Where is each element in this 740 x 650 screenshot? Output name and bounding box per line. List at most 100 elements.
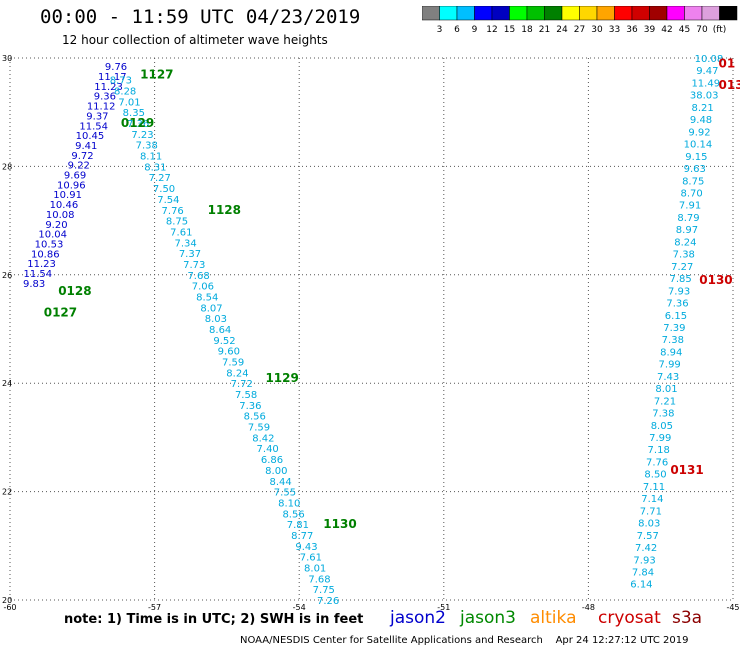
y-tick-label: 20 xyxy=(2,596,12,605)
wave-height-label: 8.10 xyxy=(278,498,300,509)
color-scale-label: 9 xyxy=(472,25,478,35)
wave-height-label: 8.03 xyxy=(205,314,227,325)
x-tick-label: -57 xyxy=(148,603,161,612)
wave-height-label: 10.04 xyxy=(38,230,67,241)
wave-height-label: 11.23 xyxy=(27,259,56,270)
wave-height-label: 7.39 xyxy=(663,323,685,334)
wave-height-label: 8.01 xyxy=(304,563,326,574)
wave-height-label: 11.23 xyxy=(94,82,123,93)
wave-height-label: 8.21 xyxy=(691,103,713,114)
color-scale-label: 21 xyxy=(539,25,550,35)
wave-height-label: 10.45 xyxy=(76,131,105,142)
wave-height-label: 9.20 xyxy=(45,220,67,231)
wave-height-label: 7.68 xyxy=(187,271,209,282)
satellite-legend-jason2: jason2 xyxy=(390,608,446,628)
wave-height-label: 8.24 xyxy=(674,237,696,248)
wave-height-label: 9.76 xyxy=(105,62,127,73)
wave-height-label: 7.55 xyxy=(274,488,296,499)
wave-height-label: 6.14 xyxy=(630,580,652,591)
wave-height-label: 8.28 xyxy=(114,87,136,98)
color-scale-label: 30 xyxy=(591,25,603,35)
wave-height-label: 7.26 xyxy=(317,596,339,607)
wave-height-label: 7.61 xyxy=(170,227,192,238)
wave-height-label: 7.99 xyxy=(659,360,681,371)
wave-height-label: 10.08 xyxy=(695,54,724,65)
track-label: 0130 xyxy=(699,273,732,287)
color-scale-label: 18 xyxy=(521,25,533,35)
wave-height-label: 7.54 xyxy=(157,195,179,206)
color-scale-label: (ft) xyxy=(713,25,727,35)
wave-height-label: 7.58 xyxy=(235,390,257,401)
wave-height-label: 7.38 xyxy=(652,409,674,420)
wave-height-label: 38.03 xyxy=(690,91,719,102)
wave-height-label: 8.73 xyxy=(110,76,132,87)
x-tick-label: -48 xyxy=(582,603,595,612)
wave-height-label: 7.21 xyxy=(654,396,676,407)
wave-height-label: 7.71 xyxy=(640,506,662,517)
chart-title: 00:00 - 11:59 UTC 04/23/2019 xyxy=(40,6,361,28)
track-label: 1130 xyxy=(323,517,356,531)
wave-height-label: 10.08 xyxy=(46,210,75,221)
wave-height-label: 8.00 xyxy=(265,466,287,477)
wave-height-label: 9.92 xyxy=(688,127,710,138)
y-tick-label: 26 xyxy=(2,271,12,280)
wave-height-label: 7.61 xyxy=(300,553,322,564)
wave-height-label: 8.35 xyxy=(123,108,145,119)
wave-height-label: 9.41 xyxy=(75,141,97,152)
wave-height-label: 7.36 xyxy=(666,299,688,310)
color-scale-label: 39 xyxy=(644,25,656,35)
color-scale-label: 24 xyxy=(556,25,568,35)
track-label: 0127 xyxy=(44,306,77,320)
wave-height-label: 11.17 xyxy=(98,72,127,83)
wave-height-label: 8.97 xyxy=(676,225,698,236)
color-scale-label: 6 xyxy=(454,25,460,35)
x-tick-label: -54 xyxy=(293,603,306,612)
wave-height-label: 7.14 xyxy=(641,494,663,505)
wave-height-label: 8.75 xyxy=(682,176,704,187)
y-tick-label: 30 xyxy=(2,54,12,63)
wave-height-label: 9.60 xyxy=(218,347,240,358)
wave-height-label: 7.36 xyxy=(127,119,149,130)
wave-height-label: 9.15 xyxy=(685,152,707,163)
wave-height-label: 7.91 xyxy=(679,201,701,212)
wave-height-label: 9.22 xyxy=(68,161,90,172)
wave-height-label: 7.37 xyxy=(179,249,201,260)
color-scale-label: 27 xyxy=(574,25,585,35)
wave-height-label: 9.69 xyxy=(64,171,86,182)
track-label: 1127 xyxy=(140,67,173,81)
wave-height-label: 8.07 xyxy=(200,303,222,314)
wave-height-label: 7.57 xyxy=(637,531,659,542)
track-label: 1129 xyxy=(265,371,298,385)
wave-height-label: 8.03 xyxy=(638,519,660,530)
wave-height-label: 9.47 xyxy=(696,66,718,77)
chart-subtitle: 12 hour collection of altimeter wave hei… xyxy=(62,33,328,47)
wave-height-label: 7.27 xyxy=(149,173,171,184)
track-label: 0131 xyxy=(670,463,703,477)
satellite-legend-cryosat: cryosat xyxy=(598,608,661,628)
wave-height-label: 8.64 xyxy=(209,325,231,336)
satellite-legend-jason3: jason3 xyxy=(460,608,516,628)
wave-height-label: 7.18 xyxy=(648,445,670,456)
wave-height-label: 8.50 xyxy=(644,470,666,481)
wave-height-label: 7.85 xyxy=(670,274,692,285)
color-scale-bar: 3 6 9 12 15 18 21 24 27 30 33 36 39 42 45 70 (ft) xyxy=(422,6,738,35)
wave-height-label: 7.84 xyxy=(632,568,654,579)
wave-height-label: 9.48 xyxy=(690,115,712,126)
wave-height-label: 9.36 xyxy=(94,92,116,103)
wave-height-label: 8.79 xyxy=(677,213,699,224)
wave-height-label: 7.93 xyxy=(668,286,690,297)
wave-height-label: 8.56 xyxy=(244,412,266,423)
wave-height-label: 8.54 xyxy=(196,292,218,303)
track-label: 013 xyxy=(719,78,740,92)
x-tick-label: -45 xyxy=(726,603,739,612)
wave-height-label: 7.34 xyxy=(174,238,196,249)
wave-height-label: 9.63 xyxy=(684,164,706,175)
wave-height-label: 7.50 xyxy=(153,184,175,195)
wave-height-label: 8.31 xyxy=(144,162,166,173)
wave-height-label: 11.12 xyxy=(87,102,116,113)
y-tick-label: 24 xyxy=(2,379,12,388)
wave-height-label: 8.70 xyxy=(681,188,703,199)
wave-height-label: 7.11 xyxy=(643,482,665,493)
note-text: note: 1) Time is in UTC; 2) SWH is in fe… xyxy=(64,612,364,627)
wave-height-label: 6.86 xyxy=(261,455,283,466)
